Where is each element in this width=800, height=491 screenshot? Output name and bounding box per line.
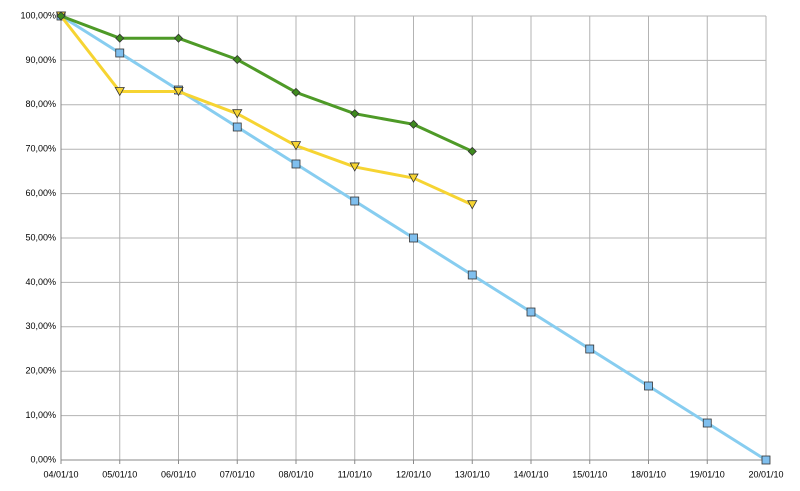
y-tick-label: 40,00%: [25, 277, 56, 287]
x-tick-label: 13/01/10: [455, 469, 490, 479]
marker: [761, 455, 771, 465]
y-tick-label: 80,00%: [25, 99, 56, 109]
marker: [232, 122, 242, 132]
y-tick-label: 70,00%: [25, 144, 56, 154]
marker: [526, 307, 536, 317]
y-tick-label: 30,00%: [25, 321, 56, 331]
marker: [702, 418, 712, 428]
x-tick-label: 08/01/10: [278, 469, 313, 479]
x-tick-label: 11/01/10: [338, 469, 372, 479]
series-line: [59, 15, 473, 207]
marker: [290, 141, 302, 151]
marker: [291, 87, 301, 97]
x-tick-label: 04/01/10: [43, 469, 78, 479]
y-tick-label: 60,00%: [25, 188, 56, 198]
x-tick-label: 05/01/10: [102, 469, 137, 479]
y-tick-label: 90,00%: [25, 55, 56, 65]
series-line: [60, 14, 473, 153]
x-tick-label: 14/01/10: [513, 469, 548, 479]
marker: [115, 48, 125, 58]
x-tick-label: 18/01/10: [631, 469, 666, 479]
y-tick-label: 0,00%: [30, 454, 56, 464]
marker: [467, 200, 478, 210]
x-tick-label: 19/01/10: [690, 469, 725, 479]
y-tick-label: 50,00%: [25, 232, 56, 242]
marker: [291, 159, 301, 169]
x-tick-label: 15/01/10: [572, 469, 607, 479]
x-tick-label: 20/01/10: [748, 469, 783, 479]
y-tick-label: 20,00%: [25, 366, 56, 376]
x-tick-label: 06/01/10: [161, 469, 196, 479]
marker: [173, 33, 184, 43]
marker: [349, 162, 360, 172]
marker: [232, 54, 242, 65]
marker: [232, 109, 243, 119]
marker: [115, 33, 125, 43]
marker: [467, 146, 477, 156]
marker: [467, 270, 477, 280]
marker: [408, 119, 419, 129]
x-tick-label: 07/01/10: [220, 469, 255, 479]
marker: [585, 344, 595, 354]
marker: [173, 87, 184, 97]
marker: [350, 196, 360, 206]
marker: [644, 381, 653, 391]
y-tick-label: 10,00%: [25, 410, 56, 420]
y-tick-label: 100,00%: [20, 10, 56, 20]
marker: [350, 109, 360, 119]
marker: [56, 11, 66, 21]
marker: [114, 87, 125, 97]
marker: [408, 173, 419, 183]
marker: [409, 233, 418, 243]
x-tick-label: 12/01/10: [396, 469, 431, 479]
